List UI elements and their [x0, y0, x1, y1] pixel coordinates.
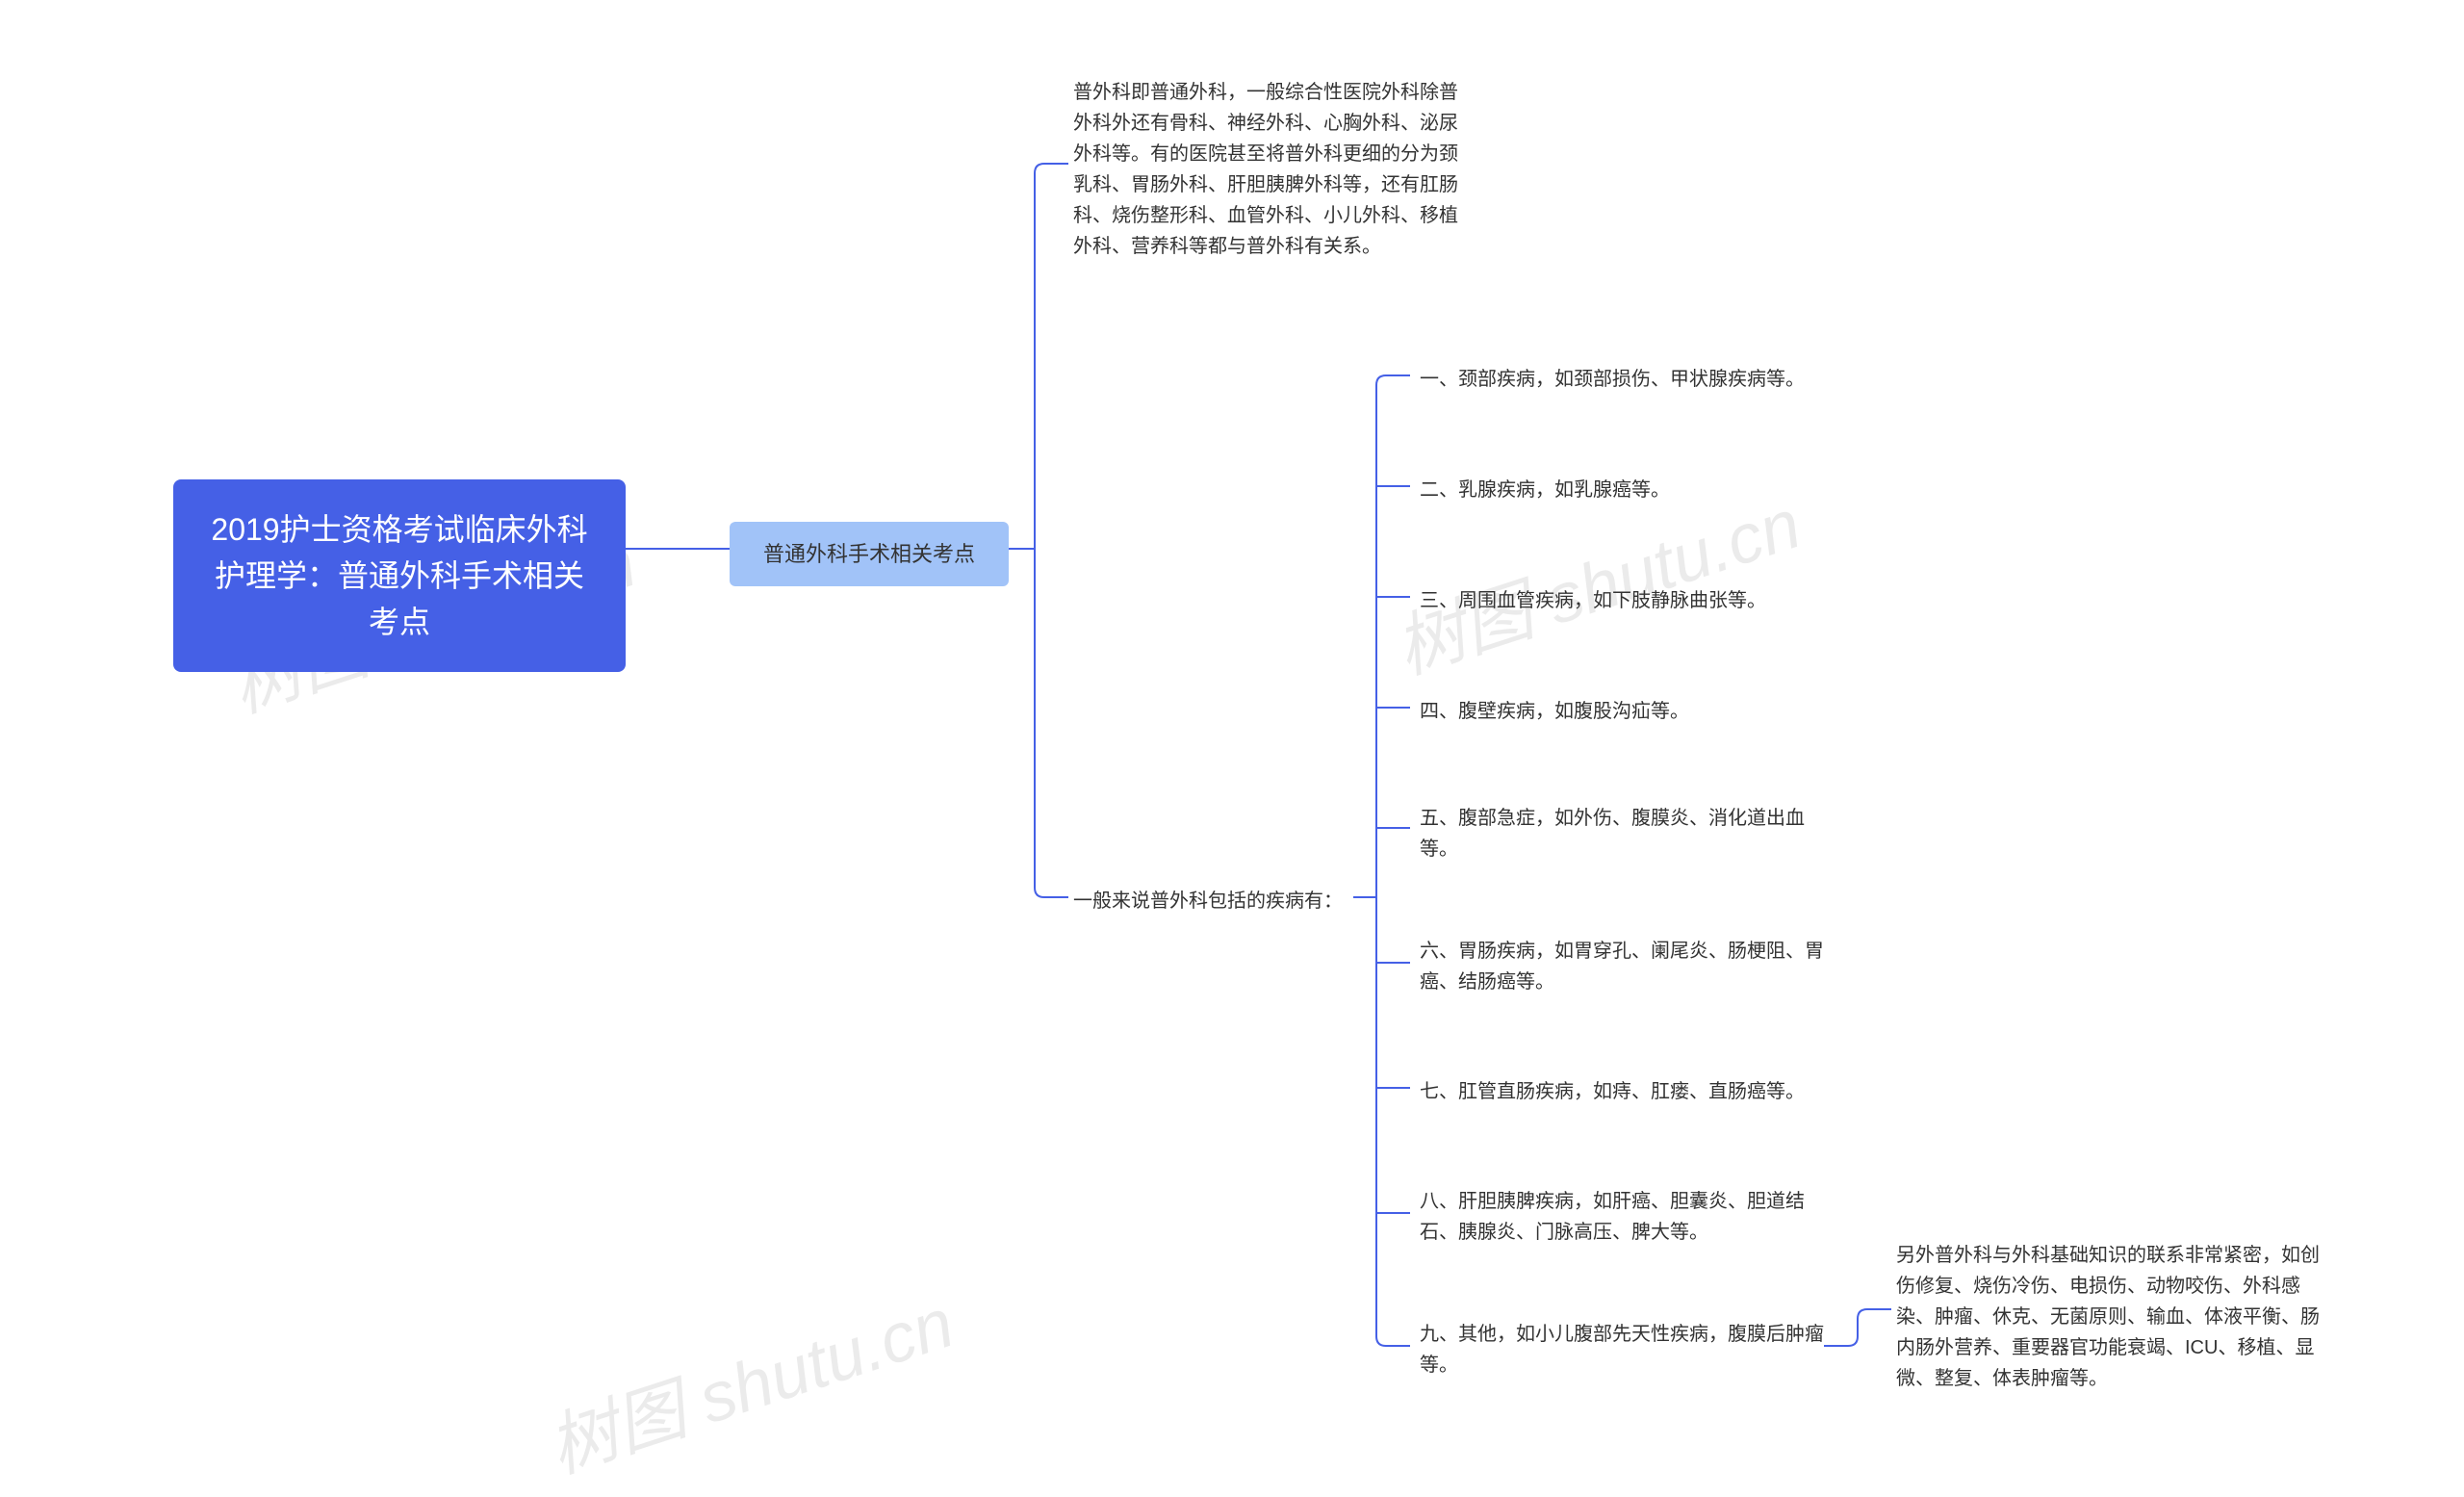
disease-item-4: 四、腹壁疾病，如腹股沟疝等。 — [1420, 696, 1689, 727]
disease-item-1: 一、颈部疾病，如颈部损伤、甲状腺疾病等。 — [1420, 364, 1805, 395]
tail-note: 另外普外科与外科基础知识的联系非常紧密，如创伤修复、烧伤冷伤、电损伤、动物咬伤、… — [1896, 1240, 2320, 1394]
watermark: 树图 shutu.cn — [533, 1266, 963, 1492]
disease-item-3: 三、周围血管疾病，如下肢静脉曲张等。 — [1420, 585, 1766, 616]
disease-item-7: 七、肛管直肠疾病，如痔、肛瘘、直肠癌等。 — [1420, 1076, 1805, 1107]
level2-intro: 一般来说普外科包括的疾病有： — [1073, 886, 1343, 916]
level1-node: 普通外科手术相关考点 — [730, 522, 1009, 586]
disease-item-2: 二、乳腺疾病，如乳腺癌等。 — [1420, 475, 1670, 505]
disease-item-6: 六、胃肠疾病，如胃穿孔、阑尾炎、肠梗阻、胃癌、结肠癌等。 — [1420, 936, 1824, 997]
disease-item-8: 八、肝胆胰脾疾病，如肝癌、胆囊炎、胆道结石、胰腺炎、门脉高压、脾大等。 — [1420, 1186, 1824, 1248]
root-node: 2019护士资格考试临床外科护理学：普通外科手术相关考点 — [173, 479, 626, 672]
level2-desc: 普外科即普通外科，一般综合性医院外科除普外科外还有骨科、神经外科、心胸外科、泌尿… — [1073, 77, 1468, 262]
disease-item-5: 五、腹部急症，如外伤、腹膜炎、消化道出血等。 — [1420, 803, 1824, 865]
disease-item-9: 九、其他，如小儿腹部先天性疾病，腹膜后肿瘤等。 — [1420, 1319, 1824, 1381]
